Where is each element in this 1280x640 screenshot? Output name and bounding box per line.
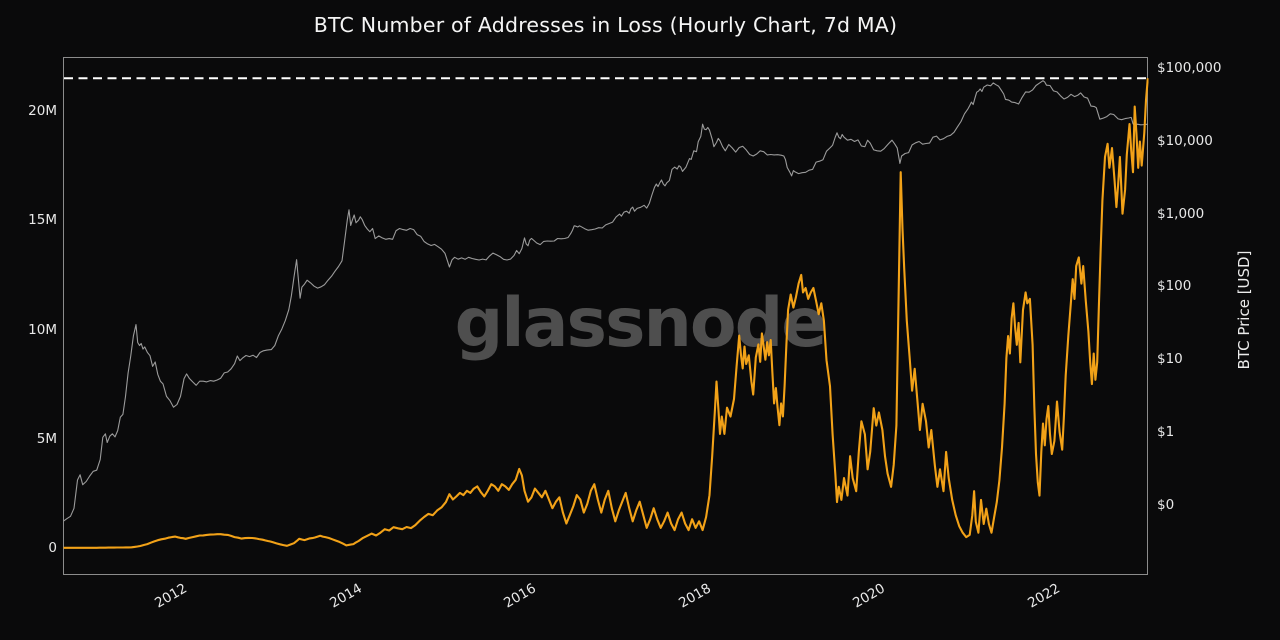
y-left-tick-label: 15M bbox=[28, 212, 57, 229]
y-right-tick-label: $1 bbox=[1157, 424, 1175, 441]
right-axis-title: BTC Price [USD] bbox=[1235, 250, 1253, 370]
btc-price-line bbox=[63, 80, 1148, 522]
x-tick-label: 2016 bbox=[501, 580, 540, 612]
y-right-tick-label: $10 bbox=[1157, 351, 1183, 368]
x-tick-label: 2014 bbox=[326, 580, 365, 612]
page-title: BTC Number of Addresses in Loss (Hourly … bbox=[313, 13, 898, 37]
glassnode-watermark: glassnode bbox=[454, 284, 828, 363]
x-tick-label: 2018 bbox=[675, 580, 714, 612]
x-tick-label: 2022 bbox=[1025, 580, 1063, 612]
y-left-tick-label: 0 bbox=[48, 540, 57, 556]
y-left-tick-label: 20M bbox=[28, 103, 57, 119]
x-tick-label: 2020 bbox=[850, 580, 889, 612]
plot-area bbox=[63, 57, 1148, 575]
addresses-in-loss-line bbox=[63, 78, 1149, 549]
y-axis-right: $0 $1 $10 $100 $1,000 $10,000 $100,000 bbox=[1157, 0, 1257, 640]
x-tick-label: 2012 bbox=[152, 580, 190, 612]
y-right-tick-label: $100,000 bbox=[1157, 60, 1222, 76]
y-right-tick-label: $1,000 bbox=[1157, 205, 1205, 222]
y-axis-left: 0 5M 10M 15M 20M bbox=[0, 0, 57, 640]
y-left-tick-label: 5M bbox=[36, 430, 57, 447]
y-right-tick-label: $10,000 bbox=[1157, 132, 1213, 149]
y-right-tick-label: $0 bbox=[1157, 496, 1175, 513]
y-right-tick-label: $100 bbox=[1157, 278, 1192, 295]
y-left-tick-label: 10M bbox=[28, 321, 57, 338]
